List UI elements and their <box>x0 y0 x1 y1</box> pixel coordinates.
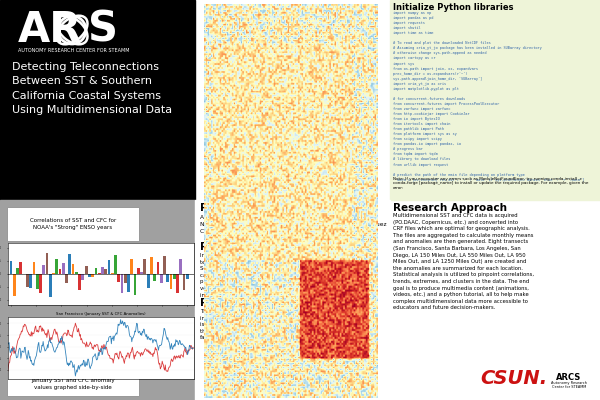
Bar <box>26 274 29 286</box>
Bar <box>88 274 91 276</box>
Text: ARCS Fellows: Jessie Gonzales, Yashira Almanza
NASA Collaborator: Joe Roberts, L: ARCS Fellows: Jessie Gonzales, Yashira A… <box>200 215 386 234</box>
Bar <box>150 257 153 274</box>
Bar <box>124 274 127 283</box>
Bar <box>195 200 390 400</box>
Bar <box>43 265 45 274</box>
Bar <box>163 256 166 274</box>
Text: AUTONOMY RESEARCH CENTER FOR STEAMM: AUTONOMY RESEARCH CENTER FOR STEAMM <box>18 48 130 53</box>
Bar <box>143 259 146 274</box>
Bar <box>114 255 117 274</box>
Text: Investigate the temporal variation of sea surface
temperature (SST) and cloud co: Investigate the temporal variation of se… <box>200 253 359 298</box>
Bar <box>19 262 22 274</box>
Bar <box>10 261 13 274</box>
Bar <box>111 273 113 274</box>
Bar <box>0 0 195 200</box>
Bar <box>118 274 120 282</box>
Bar <box>101 267 104 274</box>
Text: ARCS: ARCS <box>556 374 581 382</box>
Text: Correlations of SST and CFC for
NOAA's "Strong" ENSO years: Correlations of SST and CFC for NOAA's "… <box>30 218 116 230</box>
Bar <box>182 274 185 290</box>
Bar <box>134 274 136 295</box>
Bar <box>107 260 110 274</box>
Bar <box>91 274 94 277</box>
Text: Detecting Teleconnections
Between SST & Southern
California Coastal Systems
Usin: Detecting Teleconnections Between SST & … <box>12 62 172 115</box>
Bar <box>130 258 133 274</box>
Bar <box>55 259 58 274</box>
Bar <box>68 254 71 274</box>
Bar <box>390 0 600 200</box>
Bar <box>186 274 188 279</box>
Bar <box>39 274 42 293</box>
Bar <box>36 274 38 289</box>
Bar <box>179 259 182 274</box>
Bar <box>52 273 55 274</box>
Bar <box>71 264 74 274</box>
Bar <box>170 274 172 289</box>
Bar <box>166 274 169 282</box>
Bar <box>49 274 52 297</box>
FancyBboxPatch shape <box>7 207 139 241</box>
Title: San Francisco (January SST & CFC Anomalies): San Francisco (January SST & CFC Anomali… <box>56 312 146 316</box>
Text: Preliminary Results: Preliminary Results <box>200 298 315 308</box>
FancyBboxPatch shape <box>7 372 139 396</box>
Text: Initialize Python libraries: Initialize Python libraries <box>393 3 514 12</box>
Bar <box>147 274 149 288</box>
Bar <box>13 274 16 296</box>
Bar <box>62 264 65 274</box>
Bar <box>85 266 88 274</box>
Bar <box>176 274 179 293</box>
Bar <box>75 272 78 274</box>
Bar <box>95 268 97 274</box>
Text: Multidimensional SST and CFC data is acquired
(PO.DAAC, Copernicus, etc.) and co: Multidimensional SST and CFC data is acq… <box>393 213 534 310</box>
Bar <box>545 366 593 390</box>
Bar <box>137 268 140 274</box>
Bar <box>16 268 19 274</box>
Bar <box>173 274 176 279</box>
Bar <box>59 268 61 274</box>
Bar <box>46 253 49 274</box>
Bar <box>160 274 163 283</box>
Text: The data shows that sea surface temperatures are
increasing and cloud cover is d: The data shows that sea surface temperat… <box>200 309 365 340</box>
Text: Research Team: Research Team <box>200 203 289 213</box>
Text: Note: If you encounter any errors such as ModuleNotFoundError, try running conda: Note: If you encounter any errors such a… <box>393 177 589 190</box>
Bar <box>32 262 35 274</box>
Text: Autonomy Research
Center for STEAMM: Autonomy Research Center for STEAMM <box>551 380 587 390</box>
Bar <box>78 274 81 290</box>
Bar <box>127 274 130 292</box>
Bar <box>157 262 159 274</box>
Bar <box>82 274 84 280</box>
Bar <box>104 269 107 274</box>
Bar <box>98 273 101 274</box>
Bar <box>29 274 32 288</box>
Text: January SST and CFC anomaly
values graphed side-by-side: January SST and CFC anomaly values graph… <box>31 378 115 390</box>
Bar <box>153 274 156 281</box>
Text: AR: AR <box>18 9 82 51</box>
Text: Research Approach: Research Approach <box>393 203 507 213</box>
Text: import numpy as np
import pandas as pd
import requests
import shutil
import time: import numpy as np import pandas as pd i… <box>393 11 584 182</box>
Bar <box>140 272 143 274</box>
Text: CSUN.: CSUN. <box>480 368 547 388</box>
Bar <box>0 200 195 400</box>
Text: Research Objective: Research Objective <box>200 242 314 252</box>
Text: S: S <box>88 9 118 51</box>
Bar <box>121 274 124 293</box>
Bar <box>65 274 68 284</box>
